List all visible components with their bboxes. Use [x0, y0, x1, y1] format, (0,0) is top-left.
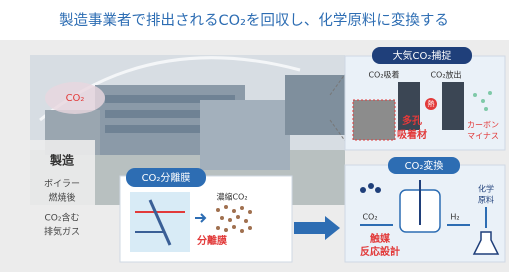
product-label: 化学: [478, 184, 494, 194]
adsorb-label: CO₂吸着: [368, 70, 399, 80]
conversion-header: CO₂変換: [405, 159, 444, 172]
release-label: CO₂放出: [430, 70, 461, 80]
concentrated-label: 濃縮CO₂: [216, 192, 247, 202]
separation-header: CO₂分離膜: [142, 171, 191, 184]
diagram: 製造事業者で排出されるCO₂を回収し、化学原料に変換する CO₂ 製造 ボイラー…: [0, 0, 509, 272]
product-label: 原料: [478, 195, 494, 205]
factory-line: 燃焼後: [48, 192, 75, 204]
factory-line: ボイラー: [44, 179, 80, 190]
factory-name: 製造: [49, 153, 75, 168]
membrane-label: 分離膜: [197, 234, 227, 247]
porous-material: [353, 100, 395, 140]
capture-header: 大気CO₂捕捉: [393, 49, 452, 62]
result-label: マイナス: [467, 132, 499, 141]
design-label: 反応設計: [360, 245, 400, 258]
factory-line: CO₂含む: [45, 212, 80, 224]
design-label: 触媒: [369, 232, 391, 245]
material-label: 多孔: [402, 114, 422, 127]
result-label: カーボン: [467, 121, 499, 130]
title: 製造事業者で排出されるCO₂を回収し、化学原料に変換する: [59, 12, 449, 29]
heat-label: 熱: [428, 99, 435, 108]
co2-emission-label: CO₂: [66, 93, 85, 104]
factory-line: 排気ガス: [44, 226, 80, 238]
desorber: [442, 82, 464, 130]
input-label: CO₂: [362, 213, 377, 222]
material-label: 吸着材: [397, 128, 427, 141]
input-label: H₂: [450, 213, 459, 222]
